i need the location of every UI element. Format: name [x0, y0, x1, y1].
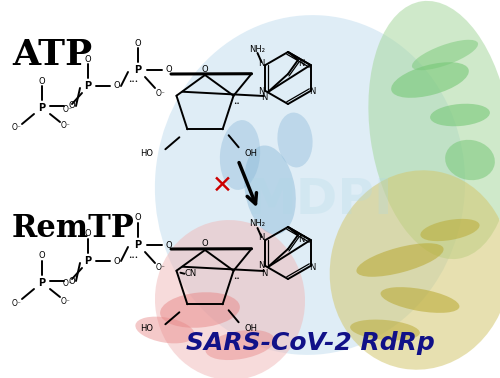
Text: O⁻: O⁻: [156, 88, 166, 98]
Text: •••: •••: [128, 254, 138, 260]
Text: O⁻: O⁻: [61, 296, 71, 305]
Text: N: N: [310, 87, 316, 96]
Ellipse shape: [244, 146, 296, 234]
Text: O: O: [68, 276, 75, 285]
Text: N: N: [258, 87, 264, 96]
Text: P: P: [134, 240, 141, 250]
Text: O: O: [38, 251, 46, 260]
Ellipse shape: [412, 40, 478, 70]
Text: P: P: [84, 81, 91, 91]
Text: O: O: [38, 76, 46, 85]
Text: P: P: [38, 103, 46, 113]
Text: O: O: [114, 82, 120, 90]
Text: O: O: [84, 229, 91, 239]
Ellipse shape: [160, 292, 240, 328]
Ellipse shape: [350, 319, 420, 341]
Text: N: N: [298, 234, 304, 243]
Text: MDPI: MDPI: [246, 176, 394, 224]
Text: N: N: [261, 93, 267, 102]
Ellipse shape: [445, 140, 495, 180]
Text: HO: HO: [140, 324, 153, 333]
Text: HO: HO: [140, 149, 153, 158]
Ellipse shape: [391, 62, 469, 98]
Text: O⁻: O⁻: [12, 124, 22, 133]
Text: O: O: [202, 240, 208, 248]
Text: N: N: [258, 59, 264, 68]
Ellipse shape: [155, 220, 305, 378]
Text: NH₂: NH₂: [250, 45, 266, 54]
Text: CN: CN: [184, 269, 196, 278]
Ellipse shape: [368, 1, 500, 259]
Text: ••: ••: [233, 276, 240, 281]
Text: SARS-CoV-2 RdRp: SARS-CoV-2 RdRp: [186, 331, 434, 355]
Text: O⁻: O⁻: [63, 279, 73, 288]
Text: O⁻: O⁻: [63, 104, 73, 113]
Ellipse shape: [420, 219, 480, 241]
Text: N: N: [258, 262, 264, 271]
Text: N: N: [298, 59, 304, 68]
Text: RemTP: RemTP: [12, 213, 135, 244]
Text: ATP: ATP: [12, 38, 92, 72]
FancyArrowPatch shape: [239, 163, 256, 204]
Text: O: O: [134, 214, 141, 223]
Text: O: O: [68, 102, 75, 110]
Text: P: P: [134, 65, 141, 75]
Ellipse shape: [278, 113, 312, 167]
Text: OH: OH: [244, 324, 258, 333]
Ellipse shape: [356, 243, 444, 277]
Text: P: P: [38, 278, 46, 288]
Ellipse shape: [220, 120, 260, 190]
Text: O: O: [166, 240, 172, 249]
Text: O: O: [166, 65, 172, 74]
Text: OH: OH: [244, 149, 258, 158]
Text: NH₂: NH₂: [250, 220, 266, 228]
Text: ••: ••: [233, 101, 240, 106]
Ellipse shape: [380, 287, 460, 313]
Ellipse shape: [136, 317, 194, 343]
Text: •••: •••: [128, 79, 138, 85]
Text: N: N: [310, 262, 316, 271]
Text: ✕: ✕: [212, 174, 233, 198]
Text: N: N: [258, 234, 264, 243]
Text: P: P: [84, 256, 91, 266]
Text: O: O: [84, 54, 91, 64]
Ellipse shape: [155, 15, 465, 355]
Text: O⁻: O⁻: [12, 299, 22, 307]
Ellipse shape: [330, 170, 500, 370]
Ellipse shape: [206, 330, 274, 360]
Text: O: O: [134, 39, 141, 48]
Ellipse shape: [430, 104, 490, 126]
Text: O⁻: O⁻: [61, 121, 71, 130]
Text: O⁻: O⁻: [156, 263, 166, 273]
Text: N: N: [261, 268, 267, 277]
Text: O: O: [114, 257, 120, 265]
Text: O: O: [202, 65, 208, 73]
